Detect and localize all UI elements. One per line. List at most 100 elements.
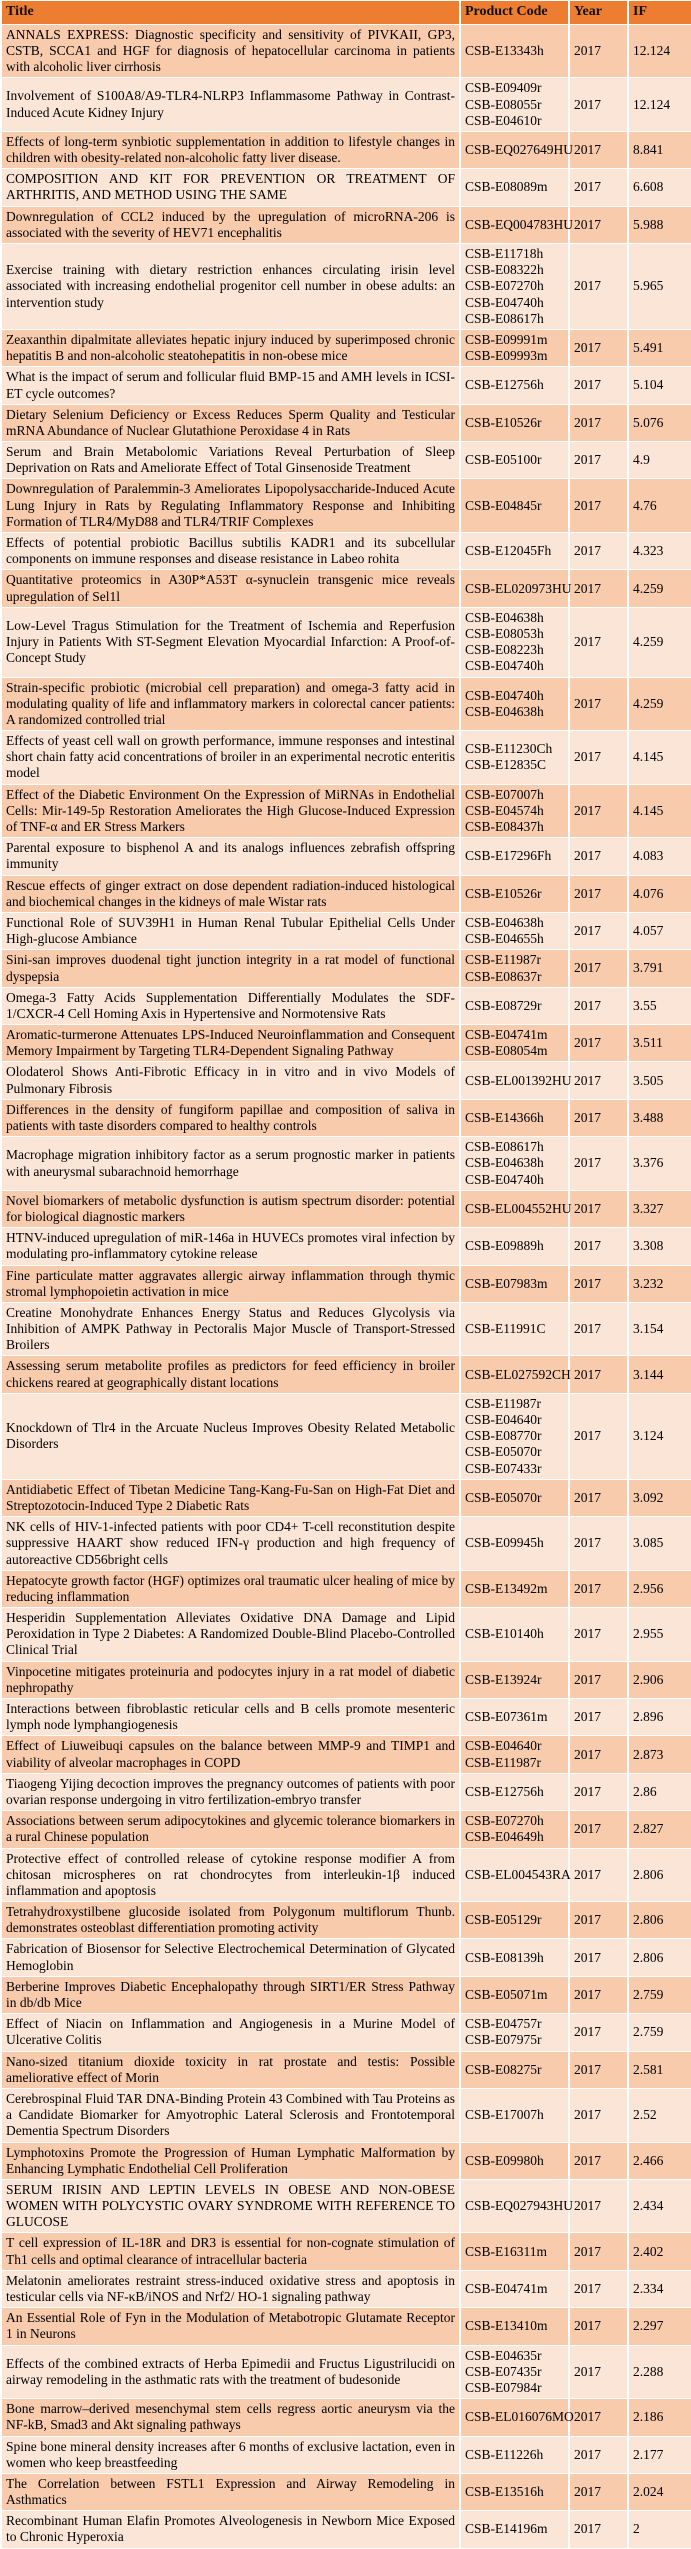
paper-title: Quantitative proteomics in A30P*A53T α-s… — [0, 569, 461, 608]
impact-factor: 2.873 — [627, 1735, 691, 1774]
paper-title: Spine bone mineral density increases aft… — [0, 2435, 461, 2474]
product-code-value: CSB-E11987r — [465, 1395, 542, 1411]
product-code-value: CSB-E12835C — [465, 757, 547, 773]
table-row: Parental exposure to bisphenol A and its… — [0, 837, 691, 876]
year: 2017 — [568, 2013, 629, 2052]
table-row: Functional Role of SUV39H1 in Human Rena… — [0, 911, 691, 951]
product-code-value: CSB-E17007h — [465, 2107, 544, 2123]
impact-factor: 3.505 — [627, 1061, 691, 1100]
table-row: Antidiabetic Effect of Tibetan Medicine … — [0, 1478, 691, 1518]
table-row: Effects of yeast cell wall on growth per… — [0, 730, 691, 785]
table-row: Olodaterol Shows Anti-Fibrotic Efficacy … — [0, 1061, 691, 1100]
product-code-value: CSB-E04635r — [465, 2347, 542, 2363]
paper-title: Bone marrow–derived mesenchymal stem cel… — [0, 2398, 461, 2437]
product-code-value: CSB-E04741m — [465, 1027, 548, 1043]
product-code-value: CSB-E11226h — [465, 2446, 544, 2462]
table-row: Fabrication of Biosensor for Selective E… — [0, 1938, 691, 1977]
product-code-value: CSB-E13516h — [465, 2484, 544, 2500]
year: 2017 — [568, 2178, 629, 2234]
impact-factor: 12.124 — [627, 77, 691, 132]
product-code-value: CSB-E09409r — [465, 80, 542, 96]
paper-title: Effects of the combined extracts of Herb… — [0, 2344, 461, 2400]
product-code-value: CSB-E16311m — [465, 2243, 548, 2259]
product-code-value: CSB-E14366h — [465, 1109, 544, 1125]
product-code-value: CSB-E08139h — [465, 1949, 544, 1965]
column-header-product-code: Product Code — [459, 0, 570, 25]
product-code-value: CSB-E08617h — [465, 310, 544, 326]
table-body: ANNALS EXPRESS: Diagnostic specificity a… — [0, 23, 691, 2549]
year: 2017 — [568, 1607, 629, 1662]
year: 2017 — [568, 77, 629, 132]
product-code-value: CSB-E13410m — [465, 2318, 548, 2334]
year: 2017 — [568, 1735, 629, 1774]
paper-title: Fabrication of Biosensor for Selective E… — [0, 1938, 461, 1977]
year: 2017 — [568, 1301, 629, 1357]
product-code: CSB-E14366h — [459, 1098, 570, 1138]
product-code-value: CSB-E10140h — [465, 1626, 544, 1642]
column-header-year: Year — [568, 0, 629, 25]
product-code-value: CSB-E04740h — [465, 658, 544, 674]
impact-factor: 4.145 — [627, 730, 691, 785]
impact-factor: 2.956 — [627, 1569, 691, 1609]
product-code-value: CSB-E04740h — [465, 687, 544, 703]
paper-title: Downregulation of Paralemmin-3 Ameliorat… — [0, 478, 461, 534]
product-code: CSB-E12756h — [459, 1772, 570, 1812]
table-row: Zeaxanthin dipalmitate alleviates hepati… — [0, 328, 691, 368]
year: 2017 — [568, 2307, 629, 2346]
paper-title: Tiaogeng Yijing decoction improves the p… — [0, 1772, 461, 1812]
paper-title: Fine particulate matter aggravates aller… — [0, 1264, 461, 1303]
paper-title: ANNALS EXPRESS: Diagnostic specificity a… — [0, 23, 461, 79]
impact-factor: 3.154 — [627, 1301, 691, 1357]
year: 2017 — [568, 986, 629, 1026]
product-code-value: CSB-E10526r — [465, 885, 542, 901]
year: 2017 — [568, 1392, 629, 1480]
table-row: An Essential Role of Fyn in the Modulati… — [0, 2307, 691, 2346]
product-code: CSB-E08275r — [459, 2050, 570, 2089]
product-code-value: CSB-E07433r — [465, 1460, 542, 1476]
year: 2017 — [568, 569, 629, 608]
product-code: CSB-E17007h — [459, 2087, 570, 2143]
product-code: CSB-E13343h — [459, 23, 570, 79]
product-code-value: CSB-E07435r — [465, 2363, 542, 2379]
product-code: CSB-E04638h CSB-E08053h CSB-E08223h CSB-E04… — [459, 606, 570, 678]
product-code-value: CSB-E04741m — [465, 2280, 548, 2296]
year: 2017 — [568, 403, 629, 443]
product-code-value: CSB-E04574h — [465, 802, 544, 818]
impact-factor: 4.083 — [627, 837, 691, 876]
product-code: CSB-E16311m — [459, 2232, 570, 2271]
table-row: Associations between serum adipocytokine… — [0, 1810, 691, 1849]
table-row: Knockdown of Tlr4 in the Arcuate Nucleus… — [0, 1392, 691, 1480]
impact-factor: 4.145 — [627, 783, 691, 839]
product-code-value: CSB-E11230Ch — [465, 741, 553, 757]
table-row: Tetrahydroxystilbene glucoside isolated … — [0, 1901, 691, 1940]
year: 2017 — [568, 606, 629, 678]
year: 2017 — [568, 1810, 629, 1849]
impact-factor: 4.259 — [627, 569, 691, 608]
product-code: CSB-E04638h CSB-E04655h — [459, 911, 570, 951]
product-code: CSB-E12756h — [459, 366, 570, 405]
table-row: T cell expression of IL-18R and DR3 is e… — [0, 2232, 691, 2271]
table-row: Strain-specific probiotic (microbial cel… — [0, 676, 691, 732]
year: 2017 — [568, 2087, 629, 2143]
product-code-value: CSB-E11991C — [465, 1321, 546, 1337]
product-code: CSB-E04741m — [459, 2269, 570, 2309]
impact-factor: 2.806 — [627, 1938, 691, 1977]
paper-title: Vinpocetine mitigates proteinuria and po… — [0, 1660, 461, 1700]
year: 2017 — [568, 874, 629, 913]
impact-factor: 6.608 — [627, 168, 691, 207]
table-row: Fine particulate matter aggravates aller… — [0, 1264, 691, 1303]
impact-factor: 2.759 — [627, 1975, 691, 2015]
year: 2017 — [568, 205, 629, 245]
table-row: Lymphotoxins Promote the Progression of … — [0, 2141, 691, 2180]
paper-title: Interactions between fibroblastic reticu… — [0, 1698, 461, 1737]
product-code: CSB-E05100r — [459, 441, 570, 480]
table-row: Dietary Selenium Deficiency or Excess Re… — [0, 403, 691, 443]
product-code-value: CSB-E09991m — [465, 331, 548, 347]
table-row: Spine bone mineral density increases aft… — [0, 2435, 691, 2474]
product-code: CSB-E04740h CSB-E04638h — [459, 676, 570, 732]
impact-factor: 2.86 — [627, 1772, 691, 1812]
product-code-value: CSB-E04655h — [465, 931, 544, 947]
paper-title: Nano-sized titanium dioxide toxicity in … — [0, 2050, 461, 2089]
product-code-value: CSB-E12756h — [465, 1783, 544, 1799]
product-code-value: CSB-E04638h — [465, 703, 544, 719]
